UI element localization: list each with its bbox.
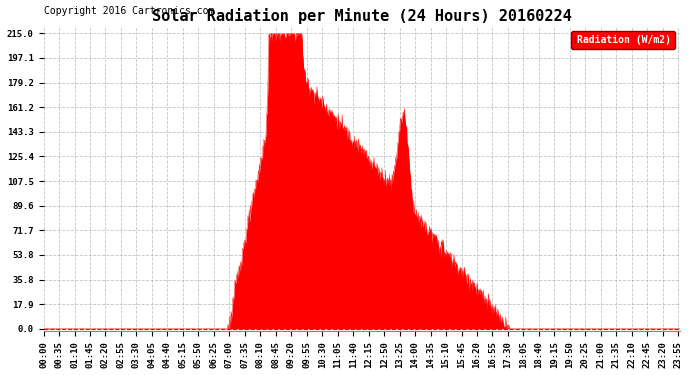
Text: Copyright 2016 Cartronics.com: Copyright 2016 Cartronics.com — [43, 6, 214, 16]
Title: Solar Radiation per Minute (24 Hours) 20160224: Solar Radiation per Minute (24 Hours) 20… — [152, 8, 572, 24]
Legend: Radiation (W/m2): Radiation (W/m2) — [571, 32, 676, 49]
